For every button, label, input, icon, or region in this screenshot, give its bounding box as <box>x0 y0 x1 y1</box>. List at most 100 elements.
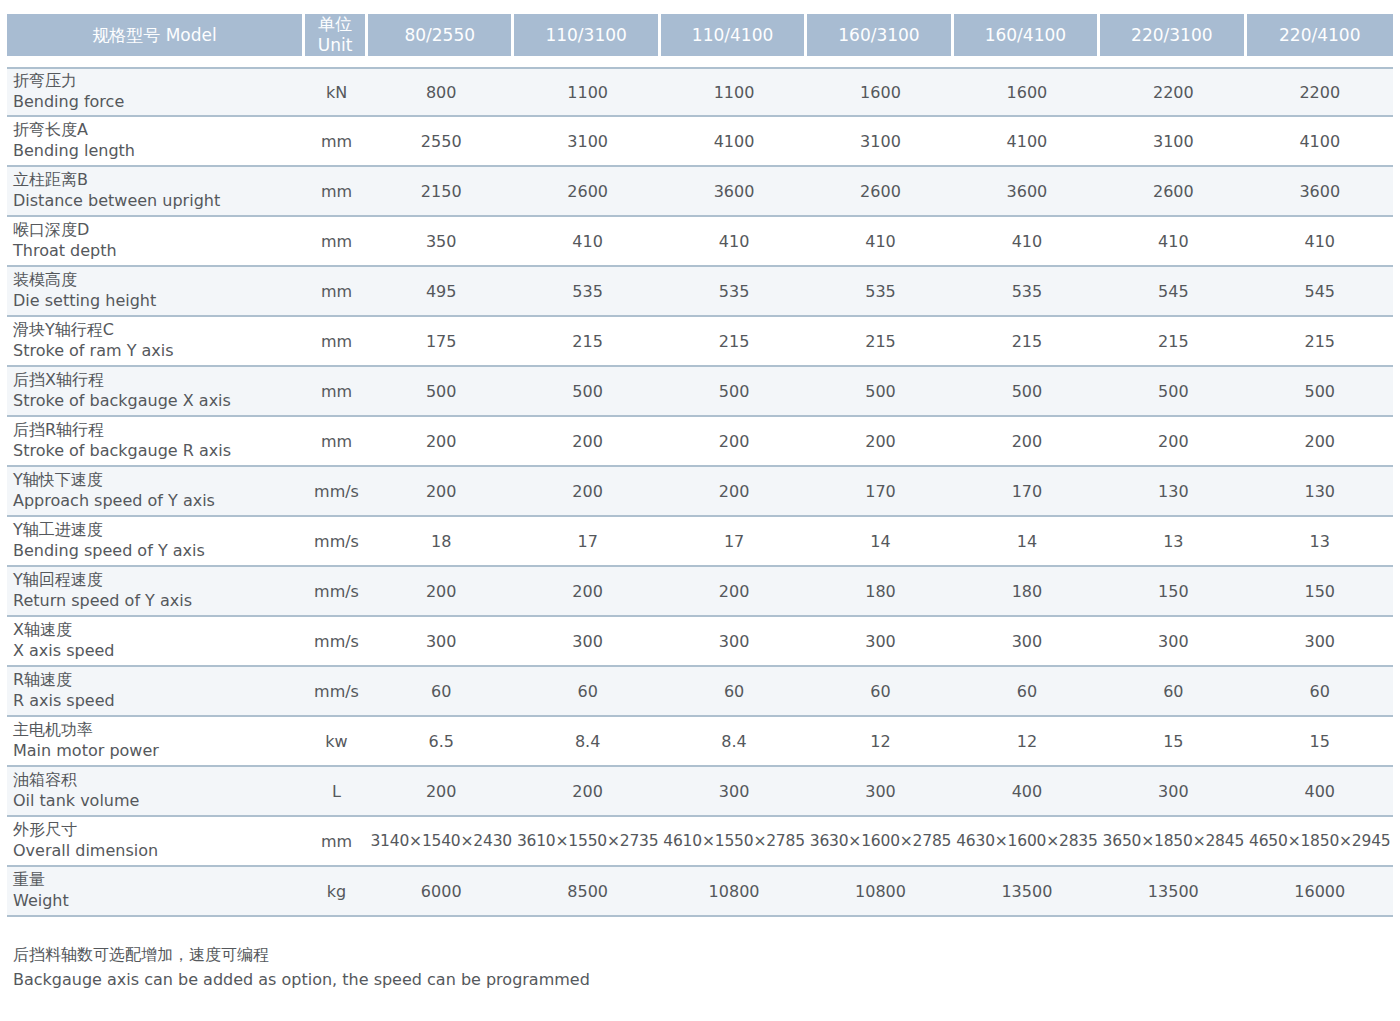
spec-row: 装模高度Die setting heightmm4955355355355355… <box>7 267 1393 317</box>
row-label-cn: 油箱容积 <box>13 770 305 791</box>
row-unit: mm <box>305 117 368 167</box>
header-model-col: 110/4100 <box>661 14 807 67</box>
row-label-en: Bending speed of Y axis <box>13 541 305 562</box>
row-unit: mm/s <box>305 467 368 517</box>
row-value: 60 <box>1247 667 1393 717</box>
row-value: 535 <box>807 267 953 317</box>
row-value: 300 <box>661 767 807 817</box>
spec-row: 后挡X轴行程Stroke of backgauge X axismm500500… <box>7 367 1393 417</box>
row-label: 滑块Y轴行程CStroke of ram Y axis <box>7 317 305 367</box>
row-unit: kw <box>305 717 368 767</box>
row-value: 495 <box>368 267 514 317</box>
row-value: 215 <box>1100 317 1246 367</box>
row-unit: mm <box>305 317 368 367</box>
row-value: 350 <box>368 217 514 267</box>
row-label: 折弯长度ABending length <box>7 117 305 167</box>
header-model-col: 160/3100 <box>807 14 953 67</box>
row-label-en: Main motor power <box>13 741 305 762</box>
row-value: 4100 <box>661 117 807 167</box>
row-value: 300 <box>807 767 953 817</box>
row-value: 545 <box>1100 267 1246 317</box>
row-label: 后挡X轴行程Stroke of backgauge X axis <box>7 367 305 417</box>
row-value: 12 <box>807 717 953 767</box>
row-label-cn: Y轴回程速度 <box>13 570 305 591</box>
header-row: 规格型号 Model 单位 Unit 80/2550110/3100110/41… <box>7 14 1393 67</box>
row-label-cn: Y轴工进速度 <box>13 520 305 541</box>
row-value: 2550 <box>368 117 514 167</box>
row-value: 60 <box>807 667 953 717</box>
row-label-en: X axis speed <box>13 641 305 662</box>
row-label: 油箱容积Oil tank volume <box>7 767 305 817</box>
row-label: 后挡R轴行程Stroke of backgauge R axis <box>7 417 305 467</box>
row-value: 3600 <box>954 167 1100 217</box>
row-value: 300 <box>954 617 1100 667</box>
row-unit: mm <box>305 217 368 267</box>
spec-row: Y轴快下速度Approach speed of Y axismm/s 200200… <box>7 467 1393 517</box>
row-value: 60 <box>954 667 1100 717</box>
spec-row: 折弯压力Bending forcekN800110011001600160022… <box>7 67 1393 117</box>
row-value: 60 <box>514 667 660 717</box>
row-value: 215 <box>807 317 953 367</box>
row-label-cn: Y轴快下速度 <box>13 470 305 491</box>
row-label-en: Overall dimension <box>13 841 305 862</box>
header-unit-cn: 单位 <box>305 14 365 35</box>
row-unit: L <box>305 767 368 817</box>
row-unit: mm <box>305 267 368 317</box>
row-value: 15 <box>1247 717 1393 767</box>
row-value: 200 <box>661 417 807 467</box>
row-value: 4100 <box>954 117 1100 167</box>
spec-row: 滑块Y轴行程CStroke of ram Y axismm17521521521… <box>7 317 1393 367</box>
row-value: 200 <box>1247 417 1393 467</box>
row-label-en: Distance between upright <box>13 191 305 212</box>
row-value: 3140×1540×2430 <box>368 817 514 867</box>
row-value: 4100 <box>1247 117 1393 167</box>
row-label-cn: 后挡X轴行程 <box>13 370 305 391</box>
spec-row: 重量Weightkg600085001080010800135001350016… <box>7 867 1393 917</box>
row-value: 200 <box>368 567 514 617</box>
row-label: 外形尺寸Overall dimension <box>7 817 305 867</box>
row-label-en: Stroke of ram Y axis <box>13 341 305 362</box>
row-unit: mm <box>305 167 368 217</box>
row-value: 4630×1600×2835 <box>954 817 1100 867</box>
row-unit: kg <box>305 867 368 917</box>
row-unit: mm <box>305 817 368 867</box>
row-label-en: Oil tank volume <box>13 791 305 812</box>
row-value: 400 <box>954 767 1100 817</box>
row-label: 喉口深度DThroat depth <box>7 217 305 267</box>
row-value: 500 <box>1247 367 1393 417</box>
row-value: 1600 <box>807 67 953 117</box>
row-label-cn: X轴速度 <box>13 620 305 641</box>
spec-row: Y轴回程速度Return speed of Y axismm/s20020020… <box>7 567 1393 617</box>
row-unit: mm <box>305 417 368 467</box>
row-value: 535 <box>661 267 807 317</box>
row-label: 装模高度Die setting height <box>7 267 305 317</box>
row-value: 2150 <box>368 167 514 217</box>
row-value: 4650×1850×2945 <box>1247 817 1393 867</box>
row-value: 410 <box>1100 217 1246 267</box>
row-value: 16000 <box>1247 867 1393 917</box>
row-value: 17 <box>661 517 807 567</box>
row-value: 800 <box>368 67 514 117</box>
footnote: 后挡料轴数可选配增加，速度可编程 Backgauge axis can be a… <box>13 943 1393 993</box>
row-label-en: Approach speed of Y axis <box>13 491 305 512</box>
row-value: 200 <box>514 467 660 517</box>
row-value: 13500 <box>954 867 1100 917</box>
header-unit-en: Unit <box>305 35 365 56</box>
row-value: 2600 <box>807 167 953 217</box>
row-value: 410 <box>661 217 807 267</box>
row-label-en: Bending force <box>13 92 305 113</box>
row-value: 200 <box>661 567 807 617</box>
row-value: 3600 <box>661 167 807 217</box>
footnote-cn: 后挡料轴数可选配增加，速度可编程 <box>13 943 1393 968</box>
row-value: 200 <box>661 467 807 517</box>
row-unit: mm/s <box>305 667 368 717</box>
row-label-cn: 后挡R轴行程 <box>13 420 305 441</box>
row-value: 150 <box>1100 567 1246 617</box>
row-value: 15 <box>1100 717 1246 767</box>
row-unit: kN <box>305 67 368 117</box>
row-value: 215 <box>514 317 660 367</box>
row-value: 60 <box>1100 667 1246 717</box>
row-value: 545 <box>1247 267 1393 317</box>
row-value: 500 <box>954 367 1100 417</box>
row-label-en: Return speed of Y axis <box>13 591 305 612</box>
